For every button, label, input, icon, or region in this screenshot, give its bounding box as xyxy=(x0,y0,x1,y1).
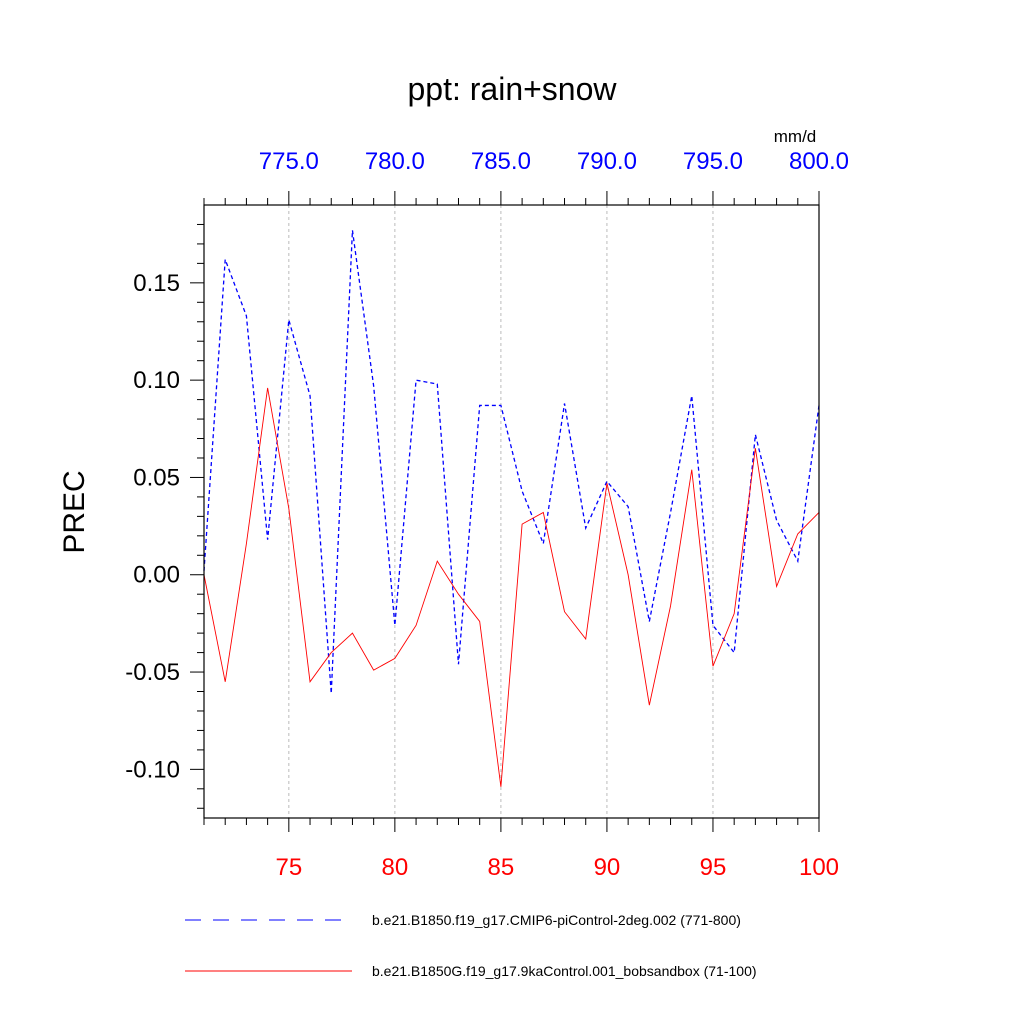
y-axis-label: PREC xyxy=(58,470,91,553)
tick-labels: 0.15 0.10 0.05 0.00 -0.05 -0.10 75 80 85 90 95 100 7… xyxy=(125,148,849,881)
units-label: mm/d xyxy=(774,127,817,146)
axis-ticks xyxy=(190,191,820,832)
plot-frame xyxy=(203,204,820,819)
series-line-1 xyxy=(203,230,820,694)
legend-label-1: b.e21.B1850.f19_g17.CMIP6-piControl-2deg… xyxy=(372,912,741,928)
y-tick-label: -0.10 xyxy=(125,756,180,783)
chart-title: ppt: rain+snow xyxy=(407,71,617,107)
x-top-tick-label: 795.0 xyxy=(683,148,743,175)
grid-lines xyxy=(288,205,714,818)
legend-label-2: b.e21.B1850G.f19_g17.9kaControl.001_bobs… xyxy=(372,963,757,979)
x-top-tick-label: 785.0 xyxy=(471,148,531,175)
y-tick-label: 0.15 xyxy=(133,270,180,297)
x-top-tick-label: 775.0 xyxy=(259,148,319,175)
x-bottom-tick-label: 80 xyxy=(382,854,409,881)
x-bottom-tick-label: 95 xyxy=(700,854,727,881)
y-tick-label: -0.05 xyxy=(125,659,180,686)
x-bottom-tick-label: 75 xyxy=(275,854,302,881)
x-bottom-tick-label: 90 xyxy=(594,854,621,881)
x-top-tick-label: 800.0 xyxy=(789,148,849,175)
legend: b.e21.B1850.f19_g17.CMIP6-piControl-2deg… xyxy=(185,912,757,979)
series-lines xyxy=(203,230,820,787)
x-bottom-tick-label: 100 xyxy=(799,854,839,881)
y-tick-label: 0.10 xyxy=(133,367,180,394)
x-bottom-tick-label: 85 xyxy=(488,854,515,881)
x-top-tick-label: 790.0 xyxy=(577,148,637,175)
y-tick-label: 0.00 xyxy=(133,562,180,589)
series-line-2 xyxy=(203,387,820,787)
y-tick-label: 0.05 xyxy=(133,464,180,491)
x-top-tick-label: 780.0 xyxy=(365,148,425,175)
